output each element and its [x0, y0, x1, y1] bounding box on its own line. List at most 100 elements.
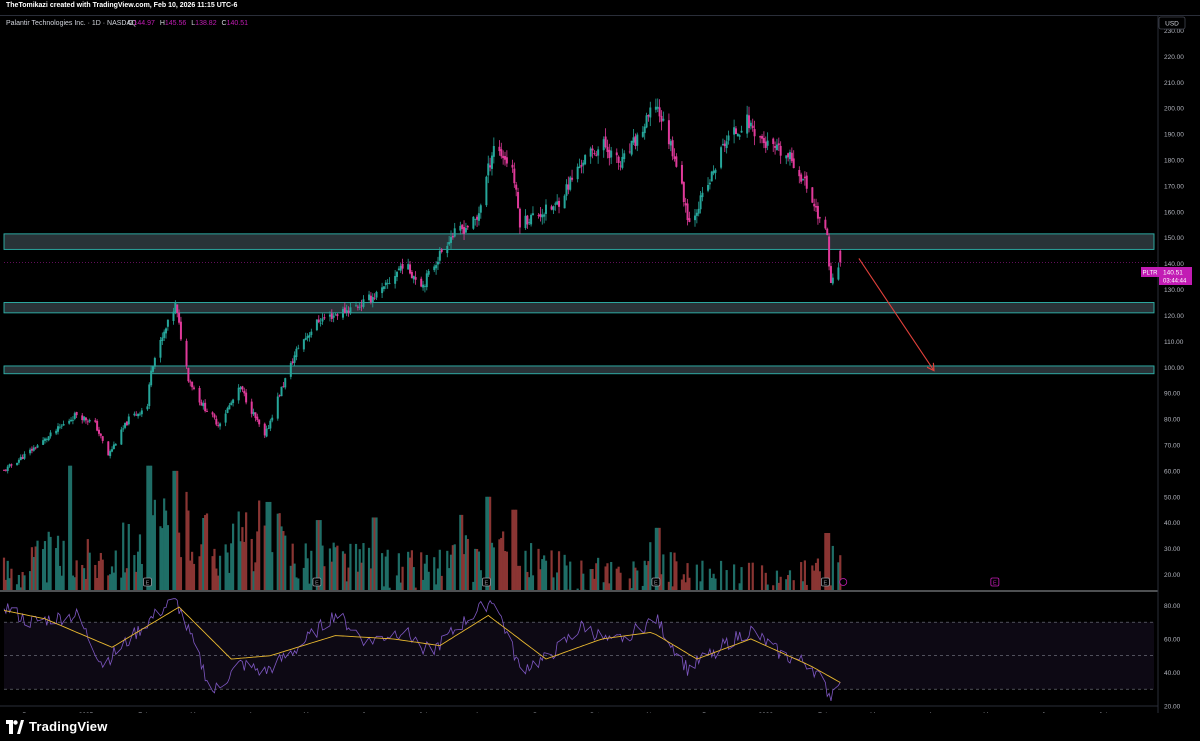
- candle-body: [293, 355, 296, 363]
- earnings-marker: E: [820, 577, 830, 587]
- candle-body: [567, 184, 570, 190]
- volume-bar: [231, 523, 235, 590]
- candle-body: [84, 417, 87, 421]
- volume-bar: [477, 551, 481, 590]
- candle-body: [269, 420, 272, 429]
- candle-body: [308, 334, 311, 338]
- volume-bar: [772, 585, 775, 590]
- candle-body: [738, 135, 741, 137]
- earnings-marker: E: [143, 577, 152, 587]
- volume-bar: [336, 545, 339, 590]
- volume-bar: [148, 465, 151, 590]
- volume-bar: [576, 588, 579, 590]
- volume-bar: [224, 544, 227, 590]
- candle-body: [654, 106, 657, 110]
- volume-bar: [505, 551, 508, 590]
- candle-body: [88, 420, 91, 422]
- candle-body: [414, 277, 417, 280]
- currency-button[interactable]: USD: [1158, 16, 1186, 30]
- tradingview-logo-icon: [6, 719, 24, 734]
- candle-body: [153, 358, 156, 367]
- candle-body: [701, 192, 704, 198]
- candle-body: [576, 166, 579, 180]
- volume-bar: [302, 567, 305, 590]
- volume-bar: [228, 572, 231, 590]
- candle-body: [531, 213, 534, 216]
- candle-body: [736, 133, 739, 137]
- volume-bar: [159, 526, 162, 590]
- candle-body: [49, 432, 52, 437]
- candle-body: [245, 392, 248, 403]
- volume-bar: [109, 574, 112, 590]
- volume-bar: [643, 560, 646, 590]
- volume-bar: [284, 535, 287, 590]
- volume-bar: [371, 517, 374, 590]
- volume-bar: [151, 515, 155, 590]
- volume-bar: [252, 571, 255, 590]
- candle-body: [369, 295, 372, 303]
- volume-bar: [593, 578, 596, 590]
- volume-bar: [68, 465, 71, 590]
- rsi-pane[interactable]: [0, 590, 1158, 701]
- candle-body: [166, 319, 169, 327]
- legend-high-label: H: [160, 20, 165, 27]
- earnings-marker: E: [312, 577, 322, 587]
- candle-body: [837, 267, 840, 280]
- volume-bar: [502, 531, 505, 590]
- price-tick-label: 110.00: [1164, 339, 1184, 346]
- candlesticks[interactable]: [3, 98, 842, 474]
- price-tick-label: 150.00: [1164, 235, 1184, 242]
- volume-bar: [569, 561, 572, 590]
- price-tick-label: 60.00: [1164, 468, 1181, 475]
- volume-bar: [373, 517, 376, 590]
- candle-body: [356, 306, 359, 308]
- volume-bar: [86, 539, 89, 590]
- volume-bar: [595, 563, 598, 590]
- tradingview-logo[interactable]: TradingView: [6, 719, 108, 734]
- candle-body: [563, 195, 566, 209]
- earnings-marker: E: [651, 577, 661, 587]
- candle-body: [580, 164, 583, 167]
- volume-bar: [839, 555, 842, 590]
- volume-bar: [699, 581, 702, 590]
- volume-bar: [628, 578, 631, 590]
- candle-body: [410, 271, 413, 278]
- candle-body: [438, 251, 441, 261]
- candle-body: [189, 381, 192, 383]
- candle-body: [70, 419, 73, 422]
- candle-body: [200, 402, 203, 406]
- legend-high-value: 145.56: [165, 20, 187, 27]
- candle-body: [252, 412, 255, 415]
- price-tick-label: 100.00: [1164, 365, 1184, 372]
- volume-bar: [658, 527, 661, 590]
- price-chart[interactable]: E E E E E E 20.00 30.00 40.00 50.00 60.00 70.00 80.…: [0, 15, 1200, 720]
- candle-body: [32, 447, 35, 451]
- volume-bar: [319, 520, 322, 590]
- earnings-marker-box: [312, 577, 322, 587]
- candle-body: [295, 348, 298, 357]
- candle-body: [282, 386, 285, 388]
- volume-bar: [479, 570, 482, 590]
- volume-bar: [310, 550, 313, 590]
- volume-bar: [500, 537, 503, 590]
- candle-body: [485, 176, 488, 206]
- legend-symbol-title: Palantir Technologies Inc. · 1D · NASDAQ: [6, 20, 137, 27]
- candle-body: [306, 336, 309, 339]
- volume-bar: [269, 501, 272, 590]
- candle-body: [720, 147, 723, 168]
- volume-bar: [433, 557, 436, 590]
- volume-bar: [280, 526, 283, 590]
- candle-body: [589, 148, 592, 157]
- volume-bar: [10, 568, 13, 590]
- candle-body: [159, 340, 162, 358]
- candle-body: [800, 174, 803, 182]
- candle-body: [500, 149, 503, 157]
- volume-bar: [122, 522, 125, 590]
- volume-bar: [714, 578, 717, 590]
- volume-bar: [662, 554, 665, 590]
- volume-bar: [608, 583, 611, 590]
- volume-bar: [589, 569, 592, 590]
- price-zone: [3, 365, 1155, 375]
- candle-body: [466, 226, 469, 228]
- rsi-line: [3, 598, 841, 701]
